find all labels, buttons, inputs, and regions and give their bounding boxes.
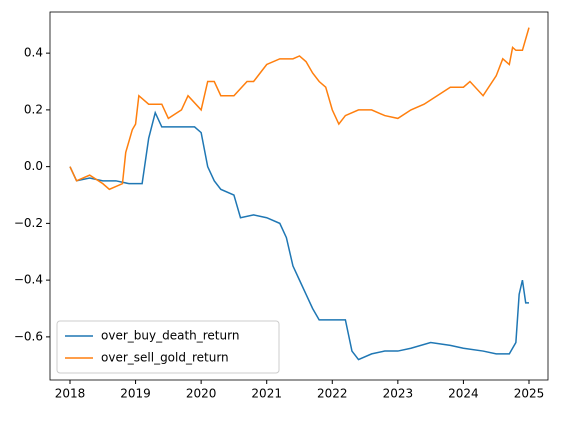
x-tick-label: 2024 — [448, 387, 479, 401]
x-tick-label: 2019 — [120, 387, 151, 401]
y-tick-label: 0.0 — [24, 159, 43, 173]
y-tick-label: 0.2 — [24, 102, 43, 116]
y-tick-label: −0.2 — [14, 216, 43, 230]
legend-label: over_buy_death_return — [101, 329, 239, 343]
y-tick-label: −0.4 — [14, 273, 43, 287]
x-tick-label: 2023 — [383, 387, 414, 401]
y-tick-label: 0.4 — [24, 46, 43, 60]
plot-frame — [49, 11, 549, 381]
legend-box — [56, 320, 280, 374]
x-tick-label: 2025 — [514, 387, 545, 401]
x-tick-label: 2020 — [186, 387, 217, 401]
series-line — [69, 110, 529, 361]
x-tick-label: 2018 — [55, 387, 86, 401]
y-tick-label: −0.6 — [14, 329, 43, 343]
x-tick-label: 2022 — [317, 387, 348, 401]
x-tick-label: 2021 — [251, 387, 282, 401]
legend-label: over_sell_gold_return — [101, 351, 229, 365]
series-line — [69, 27, 530, 191]
